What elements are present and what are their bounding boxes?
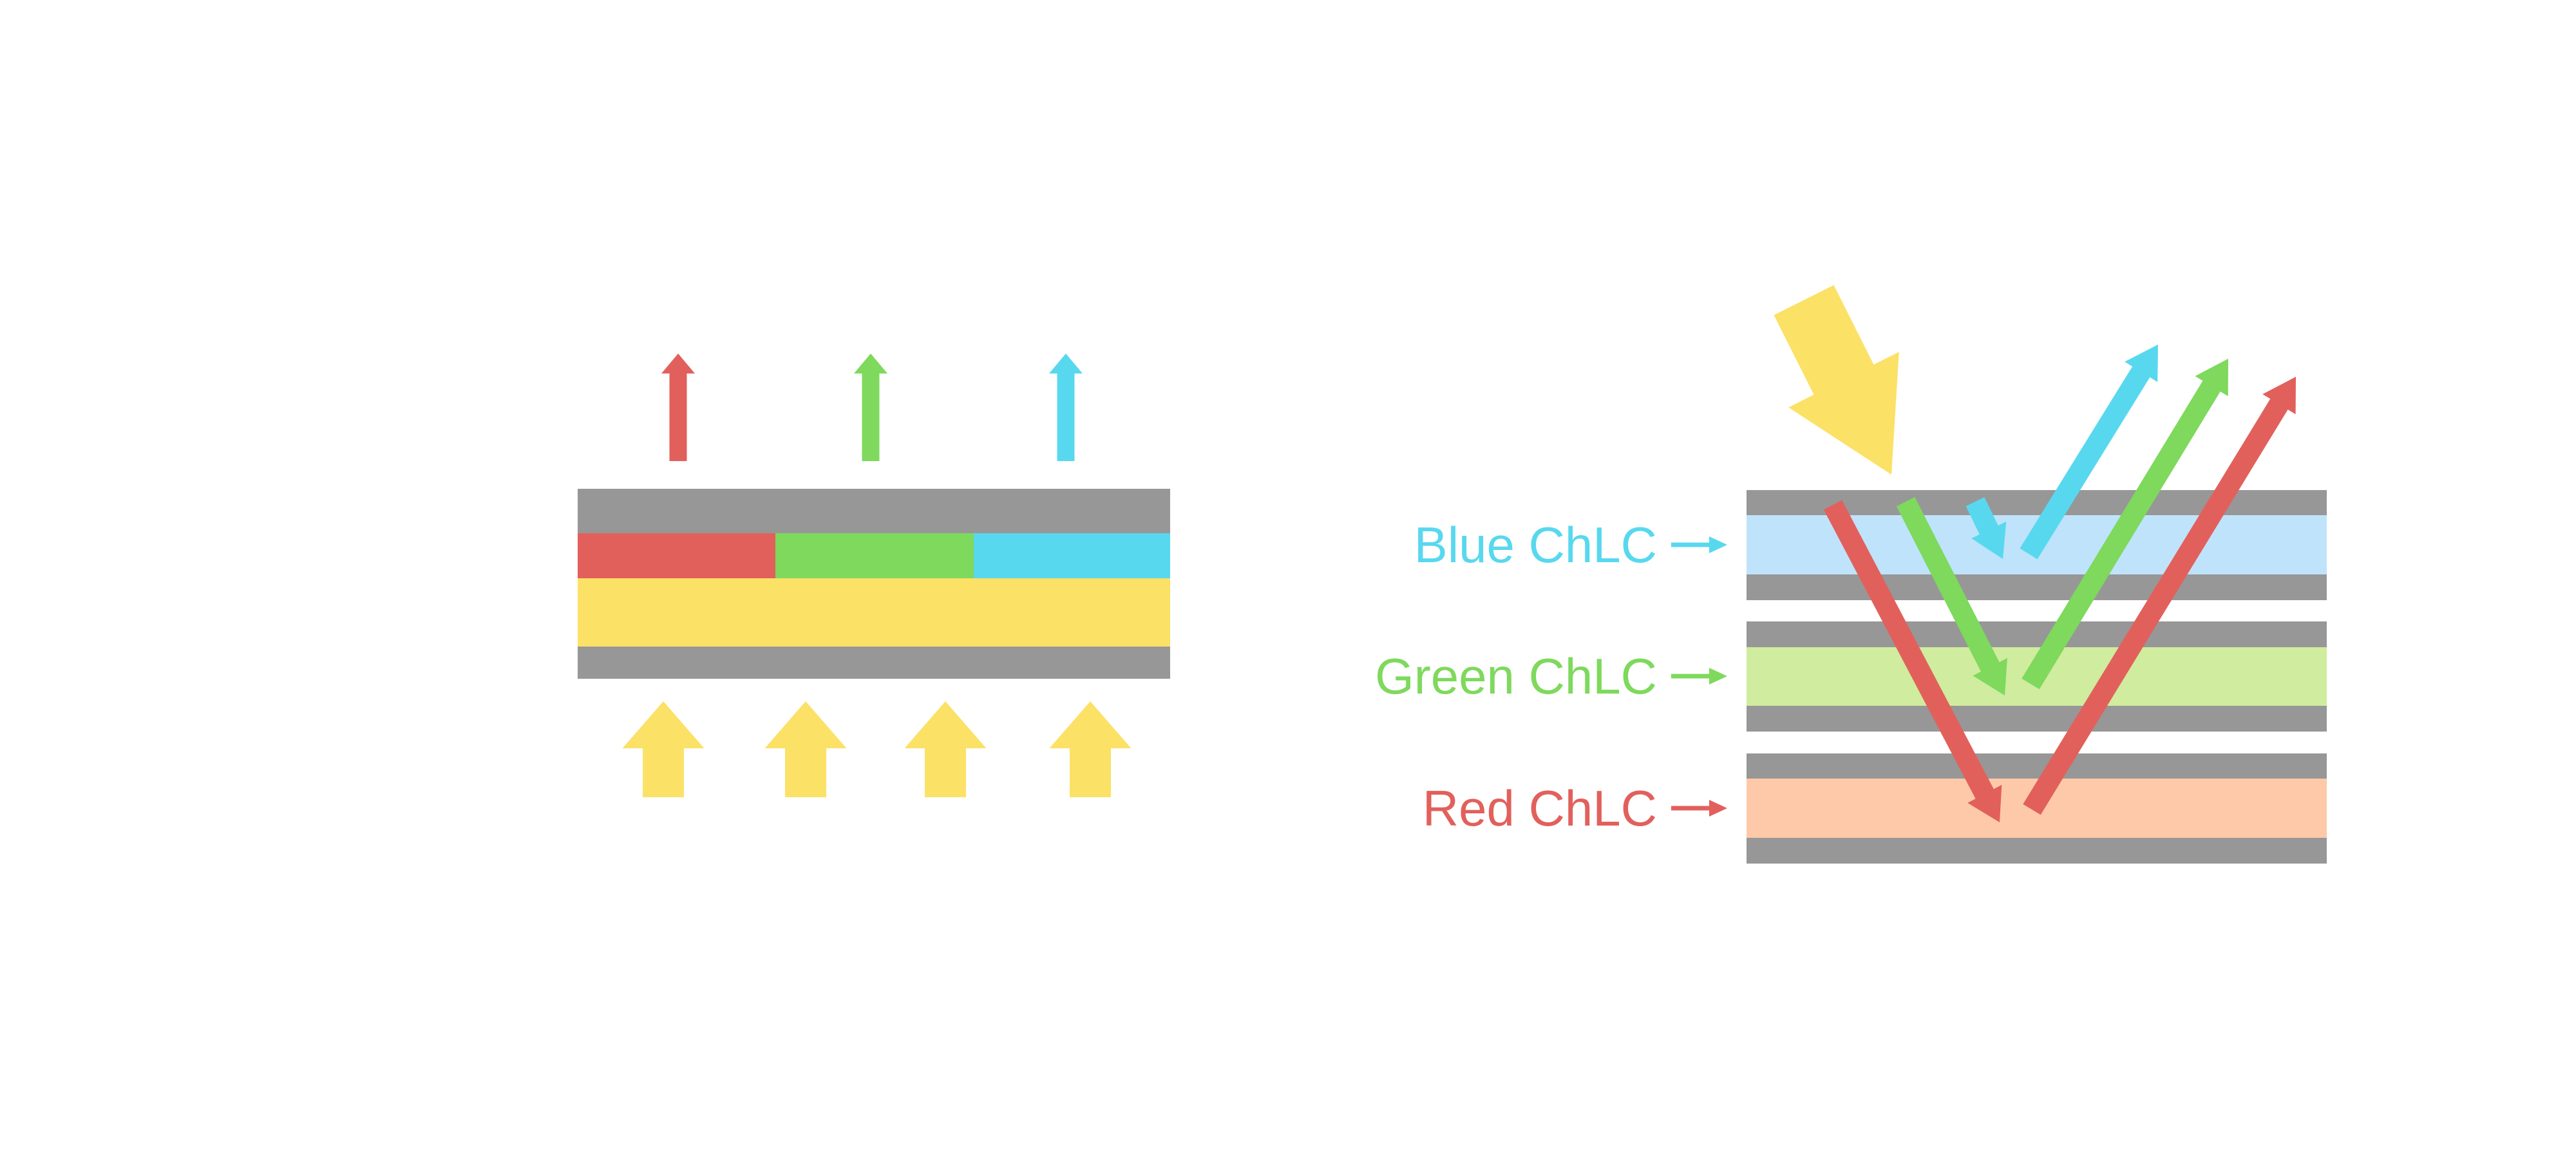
color-filter-cyan (974, 533, 1170, 578)
green-chlc-top-substrate (1747, 621, 2327, 647)
green-chlc-bottom-substrate (1747, 706, 2327, 732)
left-diagram (578, 354, 1170, 797)
color-filter-green (775, 533, 974, 578)
left-top-substrate (578, 489, 1170, 533)
green-ray-down-arrow-icon (1896, 497, 2007, 695)
cyan-ray-down-arrow-icon (1965, 497, 2007, 559)
red-chlc-label-group: Red ChLC (1423, 780, 1727, 837)
green-chlc-label-group: Green ChLC (1375, 648, 1727, 705)
red-ray-down-arrow-icon (1823, 500, 2002, 822)
color-filter-red (578, 533, 775, 578)
emitted-cyan-arrow-icon (1049, 354, 1083, 461)
cyan-ray-up-arrow-icon (2020, 345, 2158, 560)
green-chlc-label: Green ChLC (1375, 648, 1657, 705)
backlight-layer (578, 578, 1170, 647)
blue-chlc-label: Blue ChLC (1414, 516, 1657, 573)
red-ray-up-arrow-icon (2023, 377, 2296, 815)
red-chlc-bottom-substrate (1747, 838, 2327, 864)
left-bottom-substrate (578, 647, 1170, 679)
red-chlc-top-substrate (1747, 753, 2327, 779)
emitted-green-arrow-icon (854, 354, 887, 461)
green-ray-up-arrow-icon (2022, 359, 2228, 690)
backlight-arrow-icon (764, 701, 847, 797)
red-chlc-label: Red ChLC (1423, 780, 1657, 837)
blue-chlc-bottom-substrate (1747, 574, 2327, 600)
incident-light-arrow-icon (1774, 285, 1899, 475)
blue-chlc-pointer-arrow-icon (1671, 536, 1727, 553)
emitted-red-arrow-icon (661, 354, 695, 461)
backlight-arrow-icon (1049, 701, 1132, 797)
backlight-arrow-icon (904, 701, 987, 797)
backlight-arrow-icon (622, 701, 705, 797)
blue-chlc-label-group: Blue ChLC (1414, 516, 1727, 573)
red-chlc-pointer-arrow-icon (1671, 800, 1727, 817)
green-chlc-pointer-arrow-icon (1671, 668, 1727, 685)
right-diagram: Blue ChLC Green ChLC Red ChLC (1375, 285, 2327, 864)
